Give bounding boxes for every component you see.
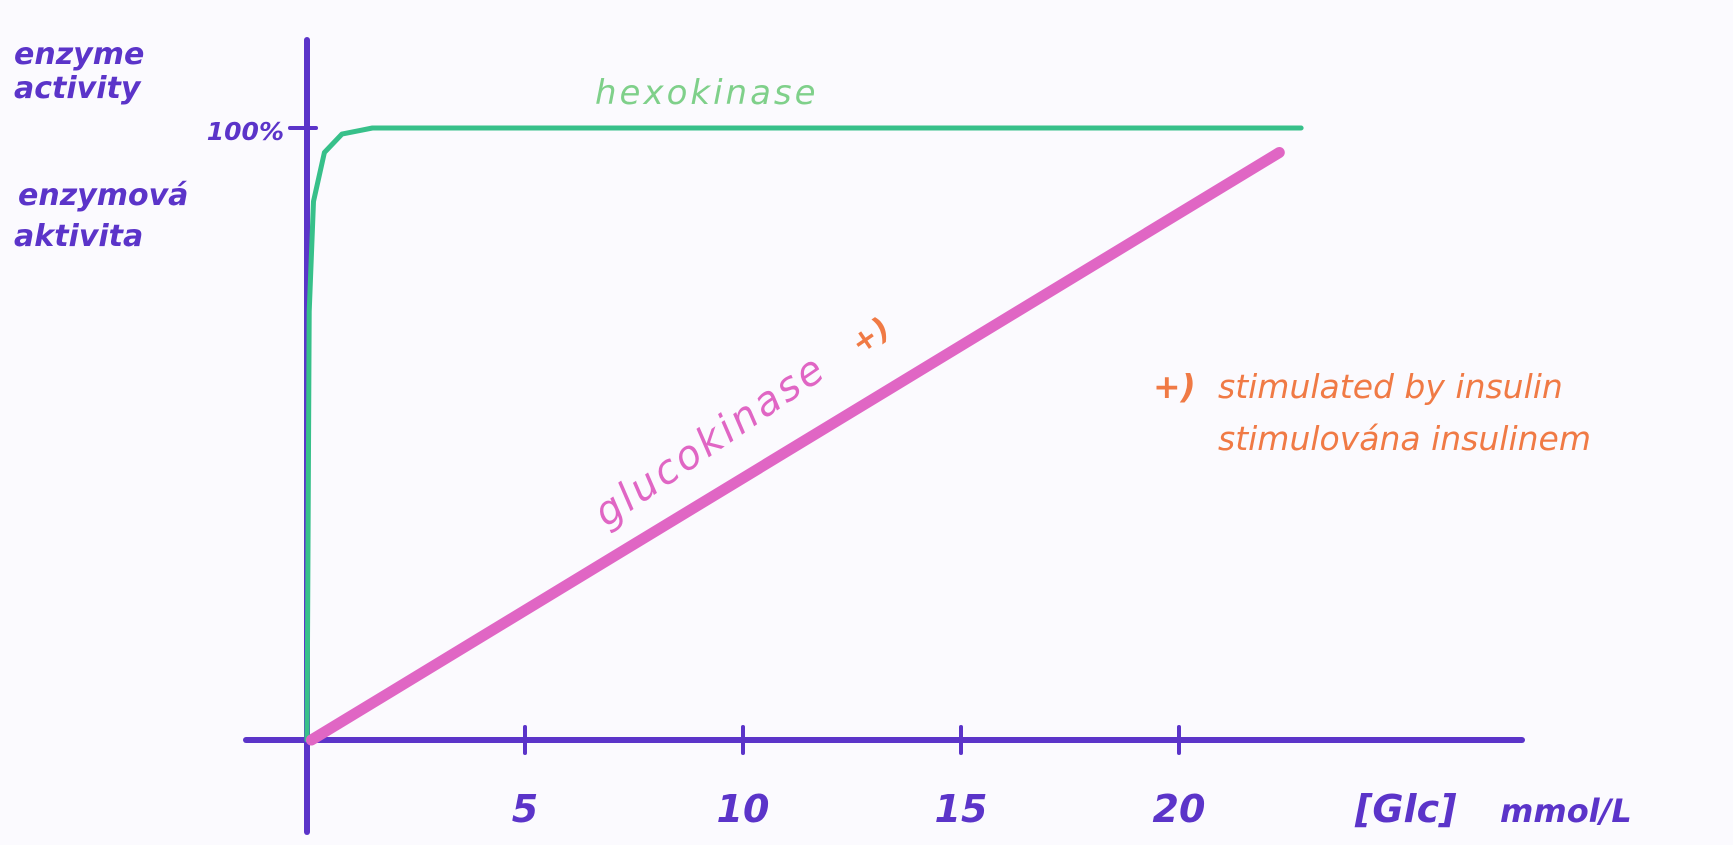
x-tick-label-10: 10 [717,787,770,831]
y-axis-label-line-1: enzyme [14,37,144,72]
x-axis-unit: mmol/L [1500,792,1632,830]
hexokinase-curve [304,125,1304,743]
y-axis-label-cz-line-1: enzymová [18,178,188,213]
hexokinase-label: hexokinase [595,73,819,113]
glucokinase-insulin-mark: +) [845,311,897,362]
x-tick-label-5: 5 [512,787,538,831]
insulin-note-line-2: stimulována insulinem [1218,419,1591,458]
glucokinase-curve [305,147,1285,746]
x-tick-label-20: 20 [1153,787,1206,831]
x-tick-label-15: 15 [935,787,988,831]
insulin-note-mark: +) [1153,367,1196,406]
insulin-note-line-1: stimulated by insulin [1218,367,1563,406]
y-axis-label-cz-line-2: aktivita [14,219,143,254]
x-axis-label: [Glc] [1354,787,1457,831]
y-tick-label-100: 100% [207,117,284,146]
y-axis-label-line-2: activity [14,71,142,106]
